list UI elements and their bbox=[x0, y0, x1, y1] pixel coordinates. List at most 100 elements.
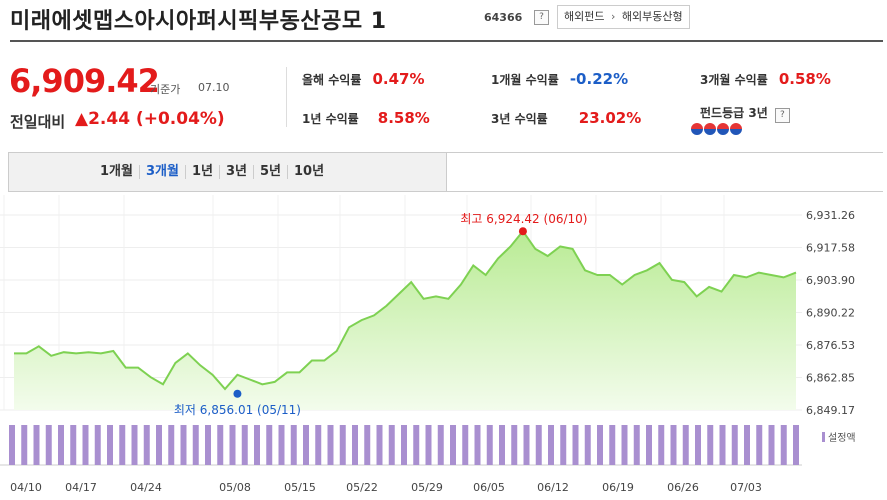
x-tick-label: 06/26 bbox=[667, 481, 699, 494]
volume-bar bbox=[780, 425, 787, 465]
y-tick-label: 6,876.53 bbox=[806, 339, 855, 352]
volume-bar bbox=[401, 425, 407, 465]
chevron-right-icon: › bbox=[610, 10, 616, 23]
change-value: ▲2.44 (+0.04%) bbox=[75, 109, 225, 129]
tab-3y[interactable]: 3년 bbox=[218, 165, 253, 179]
volume-bar bbox=[205, 425, 211, 465]
stat-value: 8.58% bbox=[377, 109, 430, 127]
breadcrumb-item[interactable]: 해외부동산형 bbox=[621, 10, 683, 23]
volume-bar bbox=[437, 425, 444, 465]
volume-bar bbox=[425, 425, 432, 465]
range-tabs: 1개월 3개월 1년 3년 5년 10년 bbox=[94, 153, 330, 191]
question-icon[interactable]: ? bbox=[534, 10, 549, 25]
max-point bbox=[518, 227, 527, 236]
volume-bar bbox=[523, 425, 530, 465]
volume-bar bbox=[609, 425, 616, 465]
volume-bar bbox=[156, 425, 162, 465]
header-divider bbox=[10, 40, 883, 42]
volume-bar bbox=[756, 425, 763, 465]
x-tick-label: 04/10 bbox=[10, 481, 42, 494]
stat-value: -0.22% bbox=[569, 70, 629, 88]
volume-bar bbox=[621, 425, 628, 465]
y-tick-label: 6,917.58 bbox=[806, 242, 855, 255]
volume-bar bbox=[229, 425, 236, 465]
stat-1m: 1개월 수익률 -0.22% bbox=[491, 69, 628, 88]
volume-bar bbox=[364, 425, 371, 465]
price-label: 기준가 bbox=[150, 83, 181, 96]
volume-bar bbox=[584, 425, 591, 465]
stat-value: 0.58% bbox=[778, 70, 831, 88]
volume-bar bbox=[254, 425, 260, 465]
volume-bar bbox=[548, 425, 554, 465]
legend-label: 설정액 bbox=[828, 432, 856, 444]
volume-bar bbox=[388, 425, 395, 465]
stat-3m: 3개월 수익률 0.58% bbox=[700, 69, 831, 88]
breadcrumb[interactable]: 해외펀드 › 해외부동산형 bbox=[557, 5, 690, 29]
y-tick-label: 6,931.26 bbox=[806, 209, 855, 222]
volume-bar bbox=[339, 425, 346, 465]
range-panel bbox=[446, 153, 883, 191]
x-tick-label: 06/05 bbox=[473, 481, 505, 494]
volume-bar bbox=[719, 425, 726, 465]
volume-bar bbox=[682, 425, 689, 465]
stat-ytd: 올해 수익률 0.47% bbox=[302, 69, 425, 88]
volume-bar bbox=[352, 425, 358, 465]
volume-bar bbox=[217, 425, 224, 465]
x-tick-label: 05/29 bbox=[411, 481, 443, 494]
volume-bar bbox=[450, 425, 456, 465]
divider bbox=[286, 67, 287, 127]
volume-bar bbox=[560, 425, 567, 465]
volume-bar bbox=[744, 425, 750, 465]
volume-bar bbox=[315, 425, 322, 465]
y-tick-label: 6,849.17 bbox=[806, 404, 855, 417]
tab-1y[interactable]: 1년 bbox=[184, 165, 219, 179]
x-tick-label: 07/03 bbox=[730, 481, 762, 494]
x-tick-label: 04/24 bbox=[130, 481, 162, 494]
price-chart: 6,931.26 6,917.58 6,903.90 6,890.22 6,876.53… bbox=[0, 195, 856, 494]
volume-bar bbox=[658, 425, 665, 465]
stat-label: 3년 수익률 bbox=[491, 112, 548, 126]
volume-bar bbox=[290, 425, 297, 465]
y-tick-label: 6,862.85 bbox=[806, 372, 855, 385]
volume-bar bbox=[535, 425, 542, 465]
stat-label: 올해 수익률 bbox=[302, 73, 362, 87]
tab-10y[interactable]: 10년 bbox=[286, 165, 330, 179]
min-label: 최저 6,856.01 (05/11) bbox=[174, 403, 301, 417]
volume-bar bbox=[768, 425, 775, 465]
volume-bar bbox=[180, 425, 187, 465]
tab-1m[interactable]: 1개월 bbox=[100, 164, 133, 179]
min-point bbox=[233, 389, 242, 398]
x-tick-label: 05/22 bbox=[346, 481, 378, 494]
price-line bbox=[14, 229, 797, 391]
question-icon[interactable]: ? bbox=[774, 108, 790, 123]
volume-bar bbox=[511, 425, 518, 465]
stat-label: 1개월 수익률 bbox=[491, 73, 559, 87]
volume-bar bbox=[462, 425, 469, 465]
volume-bar bbox=[143, 425, 150, 465]
tab-3m[interactable]: 3개월 bbox=[138, 165, 185, 179]
volume-bar bbox=[21, 425, 28, 465]
volume-bar bbox=[241, 425, 248, 465]
breadcrumb-item[interactable]: 해외펀드 bbox=[564, 10, 605, 23]
fund-code: 64366 bbox=[484, 11, 523, 24]
y-tick-label: 6,903.90 bbox=[806, 274, 855, 287]
x-tick-label: 04/17 bbox=[65, 481, 97, 494]
volume-bar bbox=[499, 425, 505, 465]
fund-grade: 펀드등급 3년 ? bbox=[700, 102, 790, 123]
volume-bar bbox=[33, 425, 40, 465]
volume-bar bbox=[303, 425, 309, 465]
grade-label: 펀드등급 3년 bbox=[700, 106, 768, 120]
rating-dots-icon bbox=[691, 120, 743, 139]
volume-bar bbox=[731, 425, 738, 465]
volume-bar bbox=[413, 425, 420, 465]
volume-bar bbox=[119, 425, 126, 465]
volume-bar bbox=[94, 425, 101, 465]
tab-5y[interactable]: 5년 bbox=[252, 165, 287, 179]
x-tick-label: 05/08 bbox=[219, 481, 251, 494]
fund-title: 미래에셋맵스아시아퍼시픽부동산공모 1 bbox=[10, 9, 387, 34]
volume-bar bbox=[572, 425, 579, 465]
volume-bar bbox=[58, 425, 64, 465]
x-tick-label: 06/12 bbox=[537, 481, 569, 494]
stat-label: 3개월 수익률 bbox=[700, 73, 768, 87]
volume-bar bbox=[376, 425, 383, 465]
